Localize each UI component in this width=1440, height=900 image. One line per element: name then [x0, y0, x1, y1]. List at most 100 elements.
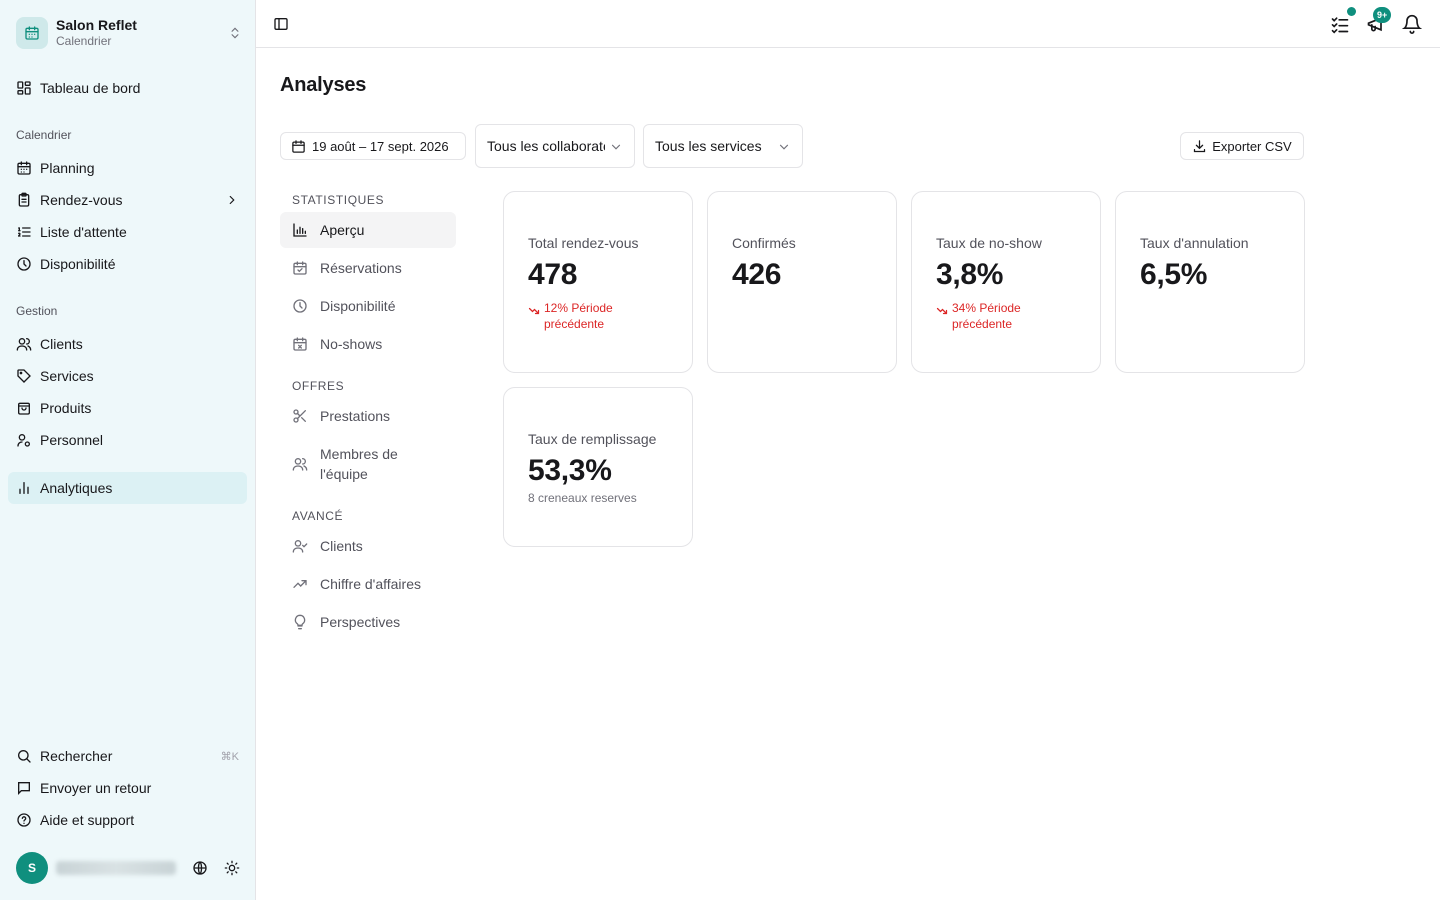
- calendar-check-icon: [292, 260, 308, 276]
- export-csv-label: Exporter CSV: [1212, 138, 1292, 154]
- workspace-switcher[interactable]: Salon Reflet Calendrier: [16, 16, 242, 50]
- date-range-value: 19 août – 17 sept. 2026: [312, 138, 449, 154]
- keyboard-shortcut: ⌘K: [220, 750, 239, 763]
- sidebar: Salon Reflet Calendrier Tableau de bord …: [0, 0, 256, 900]
- subnav-item-label: Prestations: [320, 408, 391, 424]
- date-range-picker[interactable]: 19 août – 17 sept. 2026: [280, 132, 466, 160]
- clock-icon: [16, 256, 32, 272]
- metric-value: 3,8%: [936, 258, 1004, 291]
- top-bar: 9+: [256, 0, 1440, 48]
- subnav-item-label: No-shows: [320, 336, 383, 352]
- metric-value: 426: [732, 258, 782, 291]
- sidebar-item-label: Rechercher: [40, 748, 113, 764]
- sidebar-item-availability[interactable]: Disponibilité: [8, 248, 247, 280]
- users-icon: [16, 336, 32, 352]
- sidebar-item-analytics[interactable]: Analytiques: [8, 472, 247, 504]
- metric-label: Taux de no-show: [936, 235, 1042, 251]
- sidebar-item-waitlist[interactable]: Liste d'attente: [8, 216, 247, 248]
- subnav-item-team-members[interactable]: Membres de l'équipe: [280, 438, 456, 490]
- sidebar-item-feedback[interactable]: Envoyer un retour: [8, 772, 247, 804]
- metric-card-no-show-rate: Taux de no-show 3,8% 34% Période précéde…: [911, 191, 1101, 373]
- sidebar-item-label: Clients: [40, 336, 83, 352]
- subnav-item-services[interactable]: Prestations: [280, 398, 456, 434]
- section-label-management: Gestion: [16, 304, 58, 318]
- help-circle-icon: [16, 812, 32, 828]
- trending-down-icon: [936, 305, 948, 317]
- sidebar-item-label: Produits: [40, 400, 92, 416]
- chevron-right-icon: [225, 193, 239, 207]
- clock-icon: [292, 298, 308, 314]
- clipboard-icon: [16, 192, 32, 208]
- user-name-redacted: [56, 861, 176, 875]
- sidebar-item-search[interactable]: Rechercher ⌘K: [8, 740, 247, 772]
- subnav-item-bookings[interactable]: Réservations: [280, 250, 456, 286]
- subnav-item-overview[interactable]: Aperçu: [280, 212, 456, 248]
- subnav-section-advanced: AVANCÉ: [292, 509, 344, 523]
- staff-select[interactable]: Tous les collaborateurs: [475, 124, 635, 168]
- status-dot: [1347, 7, 1356, 16]
- export-csv-button[interactable]: Exporter CSV: [1180, 132, 1304, 160]
- tag-icon: [16, 368, 32, 384]
- subnav-section-offers: OFFRES: [292, 379, 345, 393]
- notifications-badge: 9+: [1373, 7, 1392, 23]
- metric-trend-text: 12% Période précédente: [544, 301, 613, 331]
- subnav-item-revenue[interactable]: Chiffre d'affaires: [280, 566, 456, 602]
- sidebar-item-products[interactable]: Produits: [8, 392, 247, 424]
- sidebar-item-planning[interactable]: Planning: [8, 152, 247, 184]
- sidebar-item-help[interactable]: Aide et support: [8, 804, 247, 836]
- staff-select-value: Tous les collaborateurs: [487, 138, 605, 154]
- subnav-item-label: Réservations: [320, 260, 402, 276]
- bar-chart-icon: [16, 480, 32, 496]
- sidebar-item-label: Liste d'attente: [40, 224, 127, 240]
- sidebar-item-appointments[interactable]: Rendez-vous: [8, 184, 247, 216]
- list-ordered-icon: [16, 224, 32, 240]
- sun-icon[interactable]: [224, 860, 240, 881]
- metric-label: Confirmés: [732, 235, 796, 251]
- globe-icon[interactable]: [192, 860, 208, 881]
- metric-trend: 12% Période précédente: [528, 300, 634, 332]
- subnav-item-insights[interactable]: Perspectives: [280, 604, 456, 640]
- sidebar-item-staff[interactable]: Personnel: [8, 424, 247, 456]
- sidebar-item-label: Planning: [40, 160, 95, 176]
- calendar-icon: [291, 139, 306, 154]
- chevron-down-icon: [777, 140, 791, 154]
- layout-grid-icon: [16, 80, 32, 96]
- page-title: Analyses: [280, 74, 367, 96]
- metric-card-total-appointments: Total rendez-vous 478 12% Période précéd…: [503, 191, 693, 373]
- users-icon: [292, 456, 308, 472]
- sidebar-item-label: Services: [40, 368, 94, 384]
- section-label-calendar: Calendrier: [16, 128, 72, 142]
- metric-trend: 34% Période précédente: [936, 300, 1042, 332]
- subnav-item-no-shows[interactable]: No-shows: [280, 326, 456, 362]
- metric-value: 53,3%: [528, 454, 612, 487]
- services-select[interactable]: Tous les services: [643, 124, 803, 168]
- tasks-checklist-icon[interactable]: [1330, 14, 1350, 34]
- sidebar-toggle-icon[interactable]: [273, 16, 289, 32]
- sidebar-item-dashboard[interactable]: Tableau de bord: [8, 72, 247, 104]
- user-menu[interactable]: S: [16, 852, 242, 884]
- metric-card-fill-rate: Taux de remplissage 53,3% 8 creneaux res…: [503, 387, 693, 547]
- search-icon: [16, 748, 32, 764]
- subnav-item-clients[interactable]: Clients: [280, 528, 456, 564]
- services-select-value: Tous les services: [655, 138, 762, 154]
- bell-icon[interactable]: [1401, 14, 1423, 34]
- lightbulb-icon: [292, 614, 308, 630]
- trending-up-icon: [292, 576, 308, 592]
- avatar: S: [16, 852, 48, 884]
- metric-label: Total rendez-vous: [528, 235, 639, 251]
- user-check-icon: [292, 538, 308, 554]
- subnav-item-label: Disponibilité: [320, 298, 396, 314]
- calendar-icon: [16, 160, 32, 176]
- metric-value: 6,5%: [1140, 258, 1208, 291]
- subnav-item-availability[interactable]: Disponibilité: [280, 288, 456, 324]
- sidebar-item-clients[interactable]: Clients: [8, 328, 247, 360]
- sidebar-item-services[interactable]: Services: [8, 360, 247, 392]
- user-cog-icon: [16, 432, 32, 448]
- workspace-name: Salon Reflet: [56, 17, 137, 33]
- subnav-item-label: Chiffre d'affaires: [320, 576, 421, 592]
- metric-trend-text: 34% Période précédente: [952, 301, 1021, 331]
- subnav-item-label: Membres de l'équipe: [320, 446, 398, 482]
- chevrons-up-down-icon: [228, 26, 242, 40]
- download-icon: [1192, 139, 1207, 154]
- workspace-subtitle: Calendrier: [56, 34, 112, 48]
